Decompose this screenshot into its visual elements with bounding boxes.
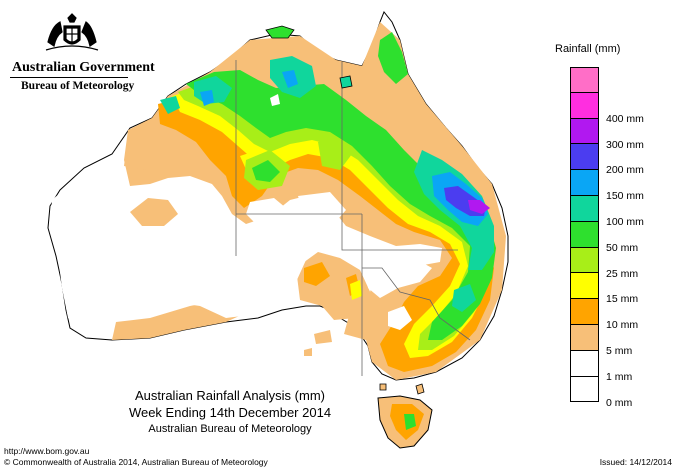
legend-label: 10 mm xyxy=(606,319,639,332)
copyright-notice: © Commonwealth of Australia 2014, Austra… xyxy=(4,457,268,467)
bureau-name: Bureau of Meteorology xyxy=(21,80,135,92)
legend-swatch xyxy=(570,67,599,93)
legend-label: 100 mm xyxy=(606,215,644,228)
legend-label: 50 mm xyxy=(606,241,639,254)
legend-swatch xyxy=(570,247,599,274)
legend-item: 15 mm xyxy=(570,273,650,305)
legend-item xyxy=(570,67,650,93)
legend-swatch xyxy=(570,299,599,325)
legend-swatch xyxy=(570,195,599,222)
legend-item: 1 mm xyxy=(570,350,650,383)
rain-band-200mm xyxy=(468,200,490,214)
legend-swatch xyxy=(570,273,599,300)
legend-item: 10 mm xyxy=(570,299,650,331)
legend-item: 400 mm xyxy=(570,92,650,125)
legend-swatch xyxy=(570,221,599,248)
header-divider xyxy=(10,77,128,78)
legend-label: 300 mm xyxy=(606,138,644,151)
legend-swatch xyxy=(570,376,599,403)
tasmania-rain-heavy xyxy=(404,414,416,430)
website-link[interactable]: http://www.bom.gov.au xyxy=(4,446,90,456)
legend-label: 25 mm xyxy=(606,267,639,280)
legend-item: 300 mm xyxy=(570,118,650,151)
legend-item: 50 mm xyxy=(570,221,650,254)
legend-swatch xyxy=(570,92,599,119)
legend-swatch xyxy=(570,324,599,351)
map-title: Australian Rainfall Analysis (mm) xyxy=(134,388,325,403)
legend-item: 100 mm xyxy=(570,195,650,228)
coat-of-arms-icon xyxy=(45,13,99,51)
legend-swatch xyxy=(570,170,599,196)
legend-swatch xyxy=(570,118,599,145)
map-subtitle: Week Ending 14th December 2014 xyxy=(128,405,332,420)
flinders-island xyxy=(415,383,425,395)
legend-label: 15 mm xyxy=(606,293,639,306)
legend-swatch xyxy=(570,350,599,377)
legend-item: 200 mm xyxy=(570,144,650,176)
king-island xyxy=(379,383,387,391)
legend-swatch xyxy=(570,144,599,171)
legend-label: 150 mm xyxy=(606,190,644,203)
issued-date: Issued: 14/12/2014 xyxy=(599,457,672,467)
dry-patches xyxy=(50,94,432,330)
legend-label: 0 mm xyxy=(606,396,633,409)
legend-item: 5 mm xyxy=(570,324,650,357)
legend-label: 1 mm xyxy=(606,370,633,383)
legend-item: 25 mm xyxy=(570,247,650,280)
legend-item: 150 mm xyxy=(570,170,650,202)
legend-title: Rainfall (mm) xyxy=(555,43,621,55)
groote-island xyxy=(339,75,353,89)
legend-item: 0 mm xyxy=(570,376,650,409)
rain-band-5mm xyxy=(158,92,494,372)
government-name: Australian Government xyxy=(12,60,155,75)
legend: 400 mm 300 mm 200 mm 150 mm 100 mm 50 mm 25 mm… xyxy=(570,67,650,409)
legend-label: 400 mm xyxy=(606,112,644,125)
map-source: Australian Bureau of Meteorology xyxy=(148,423,312,435)
legend-label: 200 mm xyxy=(606,164,644,177)
tiwi-islands xyxy=(265,25,295,39)
legend-label: 5 mm xyxy=(606,344,633,357)
